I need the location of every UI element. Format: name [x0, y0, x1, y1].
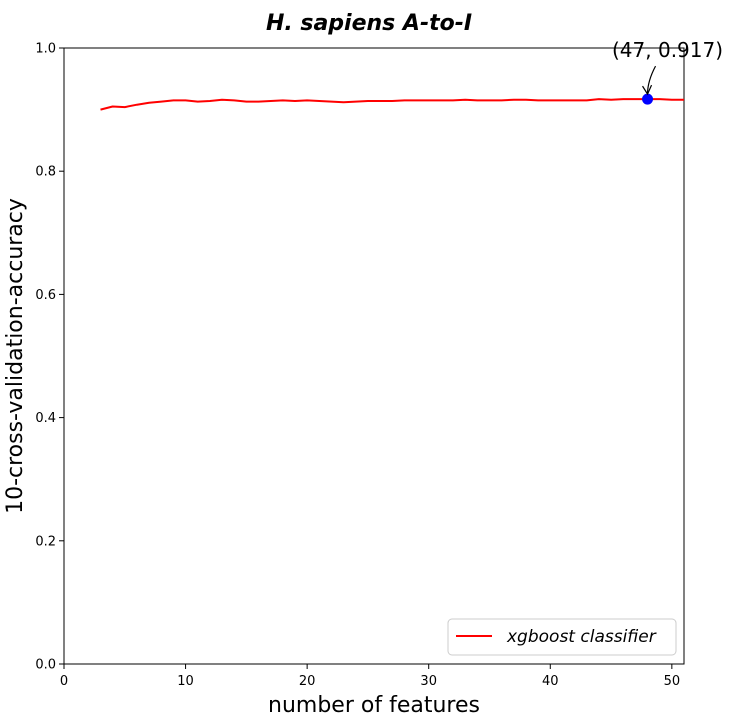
chart-title: H. sapiens A-to-I	[266, 11, 472, 36]
annotation-arrow	[646, 65, 657, 95]
highlight-annotation: (47, 0.917)	[612, 38, 723, 105]
x-tick-label: 20	[299, 674, 316, 689]
y-tick-label: 0.8	[35, 165, 56, 180]
series-lines	[100, 98, 684, 111]
y-tick-label: 0.6	[35, 288, 56, 303]
x-tick-label: 30	[420, 674, 437, 689]
legend: xgboost classifier	[447, 618, 677, 656]
x-tick-label: 0	[60, 674, 68, 689]
x-tick-label: 10	[177, 674, 194, 689]
x-axis-label: number of features	[268, 693, 480, 718]
legend-label: xgboost classifier	[506, 627, 657, 647]
y-tick-label: 0.4	[35, 411, 56, 426]
highlight-point	[642, 93, 654, 105]
y-axis-label: 10-cross-validation-accuracy	[3, 198, 28, 514]
annotation-arrowhead	[642, 84, 653, 96]
annotation-label: (47, 0.917)	[612, 38, 723, 62]
legend-box	[447, 618, 677, 656]
y-tick-label: 0.2	[35, 534, 56, 549]
x-tick-label: 50	[664, 674, 681, 689]
y-tick-label: 0.0	[35, 658, 56, 673]
plot-border	[63, 47, 685, 665]
plot-area	[63, 47, 685, 665]
y-tick-label: 1.0	[35, 42, 56, 57]
x-axis: 0 10 20 30 40 50	[60, 664, 680, 689]
x-tick-label: 40	[542, 674, 559, 689]
series-line	[100, 98, 684, 111]
y-axis: 0.0 0.2 0.4 0.6 0.8 1.0	[35, 42, 64, 673]
